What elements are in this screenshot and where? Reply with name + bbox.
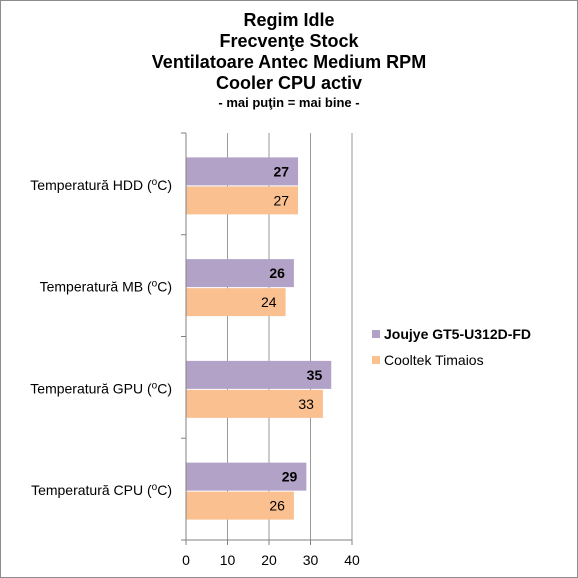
bar-0-0 [186, 157, 299, 186]
data-label-1-1: 24 [261, 294, 277, 310]
data-label-0-1: 26 [269, 265, 285, 281]
x-tick-label-10: 10 [220, 552, 236, 568]
data-label-0-2: 35 [307, 367, 323, 383]
title-line-2: Frecvenţe Stock [219, 31, 359, 51]
data-label-0-0: 27 [273, 163, 289, 179]
chart-subtitle: - mai puţin = mai bine - [218, 95, 360, 110]
category-label-2: Temperatură GPU (oC) [30, 380, 172, 397]
data-label-0-3: 29 [282, 469, 298, 485]
title-line-1: Regim Idle [243, 10, 335, 30]
x-tick-label-20: 20 [261, 552, 277, 568]
legend-label-0: Joujye GT5-U312D-FD [384, 326, 531, 342]
bar-1-2 [186, 389, 323, 418]
legend-swatch-0 [372, 330, 380, 338]
chart-title: Regim Idle Frecvenţe Stock Ventilatoare … [0, 10, 578, 112]
title-line-4: Cooler CPU activ [215, 73, 363, 93]
legend-swatch-1 [372, 356, 380, 364]
data-label-1-0: 27 [273, 192, 289, 208]
axes: Temperatură HDD (oC) Temperatură MB (oC) T… [30, 132, 360, 568]
x-tick-label-40: 40 [344, 552, 360, 568]
title-line-3: Ventilatoare Antec Medium RPM [151, 52, 427, 72]
bar-0-1 [186, 259, 294, 288]
bar-1-0 [186, 186, 299, 215]
data-label-1-3: 26 [269, 498, 285, 514]
category-label-1: Temperatură MB (oC) [40, 278, 172, 295]
bar-1-3 [186, 491, 294, 520]
legend: Joujye GT5-U312D-FD Cooltek Timaios [372, 326, 531, 368]
bars: 27 27 26 24 35 33 29 26 [186, 157, 332, 520]
x-tick-label-0: 0 [182, 552, 190, 568]
bar-0-3 [186, 462, 307, 491]
data-label-1-2: 33 [298, 396, 314, 412]
category-label-0: Temperatură HDD (oC) [30, 176, 172, 193]
bar-0-2 [186, 360, 332, 389]
x-tick-label-30: 30 [303, 552, 319, 568]
bar-1-1 [186, 288, 286, 317]
category-label-3: Temperatură CPU (oC) [31, 482, 172, 499]
legend-label-1: Cooltek Timaios [384, 352, 484, 368]
